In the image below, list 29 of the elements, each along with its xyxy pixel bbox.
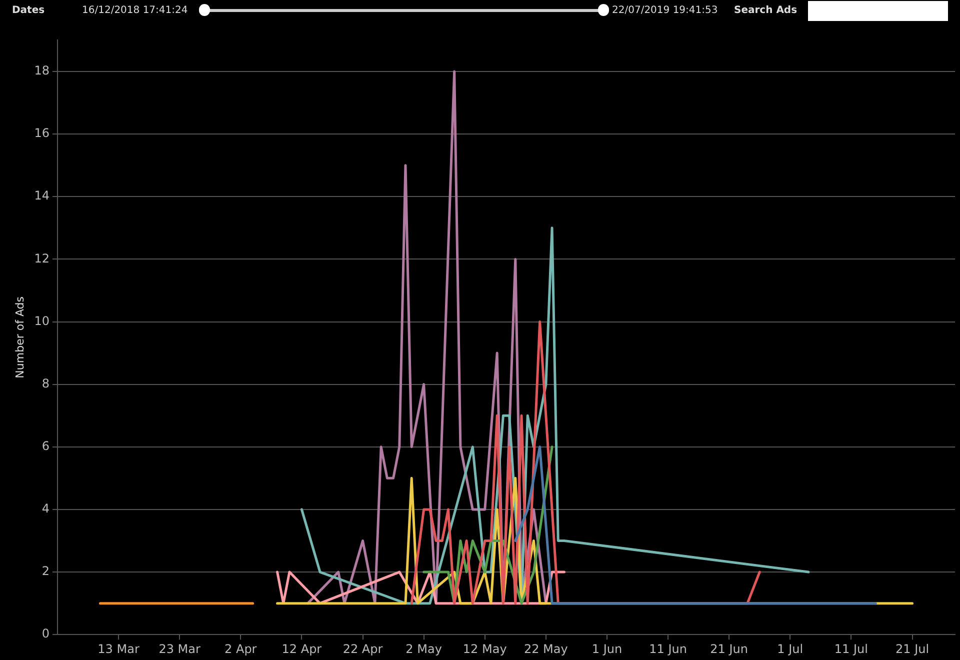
- text: 22/07/2019 19:41:53: [612, 5, 718, 16]
- y-tick-label: 6: [42, 439, 50, 454]
- x-tick-label: 1 Jul: [777, 642, 804, 656]
- x-tick-label: 11 Jun: [649, 642, 687, 656]
- y-axis-title: Number of Ads: [13, 296, 26, 378]
- x-tick-label: 13 Mar: [98, 642, 140, 656]
- x-tick-label: 21 Jun: [710, 642, 748, 656]
- y-tick-label: 4: [42, 502, 50, 516]
- x-tick-label: 2 Apr: [224, 642, 257, 656]
- y-tick-label: 12: [34, 251, 50, 266]
- x-tick-label: 21 Jul: [895, 642, 930, 656]
- x-tick-label: 22 May: [524, 642, 568, 656]
- x-tick-label: 12 May: [462, 642, 507, 656]
- x-tick-label: 2 May: [406, 642, 442, 656]
- y-tick-label: 10: [34, 314, 50, 328]
- x-tick-label: 12 Apr: [282, 642, 322, 656]
- text: Dates: [12, 5, 45, 16]
- y-tick-label: 8: [42, 376, 50, 390]
- y-tick-label: 16: [34, 126, 50, 140]
- text: Search Ads: [734, 5, 798, 16]
- y-tick-label: 0: [42, 626, 50, 641]
- x-tick-label: 23 Mar: [158, 642, 201, 656]
- y-tick-label: 18: [34, 64, 50, 78]
- x-tick-label: 11 Jul: [834, 642, 868, 656]
- x-tick-label: 1 Jun: [592, 642, 622, 656]
- y-tick-label: 2: [42, 564, 50, 578]
- y-tick-label: 14: [34, 188, 50, 203]
- text: 16/12/2018 17:41:24: [82, 5, 188, 16]
- x-tick-label: 22 Apr: [342, 642, 383, 656]
